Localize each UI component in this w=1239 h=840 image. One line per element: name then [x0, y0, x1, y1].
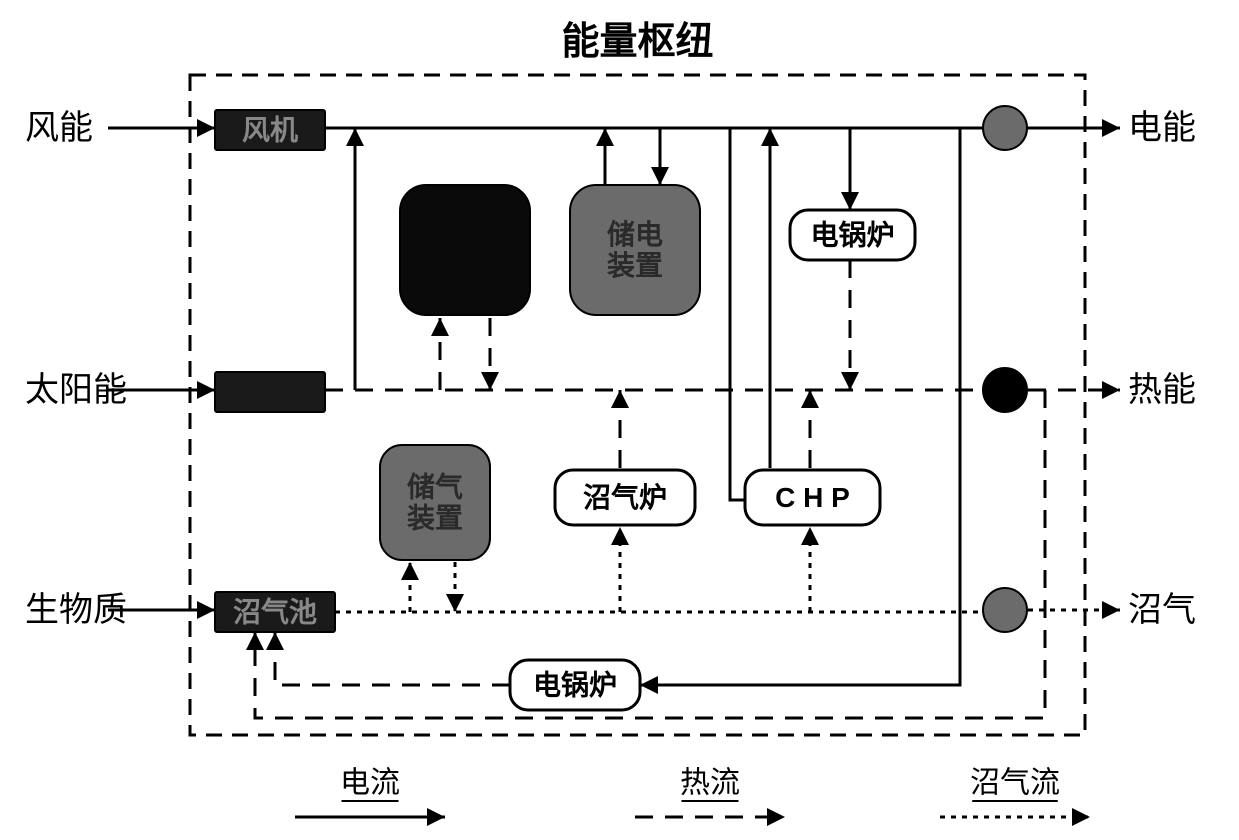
- svg-text:电流: 电流: [340, 767, 400, 800]
- svg-text:C H P: C H P: [775, 482, 850, 513]
- svg-text:电锅炉: 电锅炉: [810, 219, 894, 251]
- out_g_dot: [983, 588, 1027, 632]
- svg-text:沼气池: 沼气池: [233, 597, 317, 628]
- energy-hub-diagram: 能量枢纽风机沼气池储电装置电锅炉储气装置沼气炉C H P电锅炉风能太阳能生物质电…: [0, 0, 1239, 840]
- out_e_dot: [983, 106, 1027, 150]
- svg-text:沼气炉: 沼气炉: [583, 482, 667, 513]
- svg-text:储电: 储电: [607, 219, 663, 250]
- svg-text:电锅炉: 电锅炉: [533, 669, 617, 701]
- svg-text:风机: 风机: [242, 115, 298, 146]
- svg-text:沼气: 沼气: [1128, 591, 1196, 629]
- solar_conv: [215, 372, 325, 412]
- svg-text:电能: 电能: [1128, 109, 1196, 147]
- svg-text:储气: 储气: [407, 472, 463, 503]
- svg-text:沼气流: 沼气流: [970, 767, 1060, 800]
- svg-text:太阳能: 太阳能: [25, 371, 127, 409]
- heat_store: [400, 185, 530, 315]
- out_h_dot: [983, 368, 1027, 412]
- svg-text:生物质: 生物质: [25, 591, 127, 629]
- svg-text:装置: 装置: [607, 250, 663, 281]
- svg-text:热流: 热流: [680, 767, 740, 800]
- svg-text:装置: 装置: [407, 502, 463, 533]
- svg-text:风能: 风能: [25, 109, 93, 147]
- svg-text:能量枢纽: 能量枢纽: [561, 21, 713, 63]
- svg-text:热能: 热能: [1128, 371, 1196, 409]
